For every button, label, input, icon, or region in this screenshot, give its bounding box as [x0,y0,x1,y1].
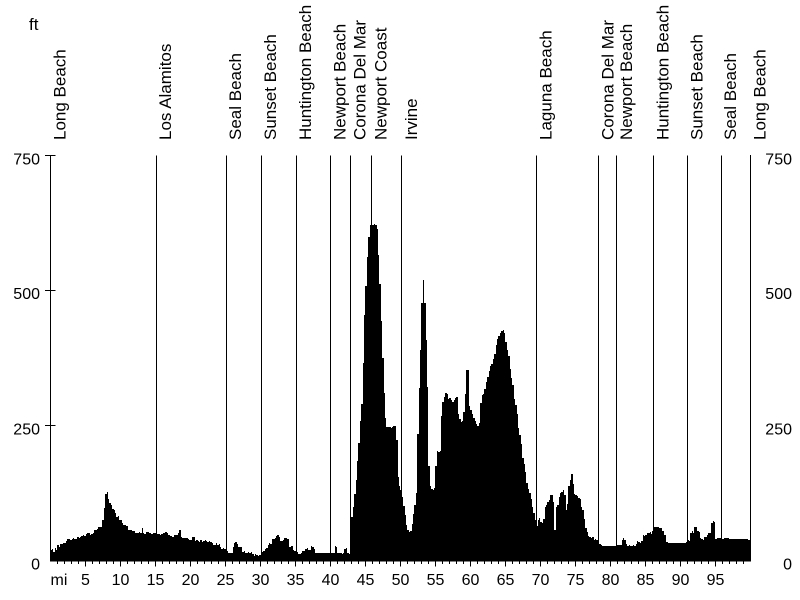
svg-text:Corona Del Mar: Corona Del Mar [350,20,369,140]
svg-text:5: 5 [81,572,90,589]
svg-text:Los Alamitos: Los Alamitos [156,44,175,140]
svg-text:250: 250 [13,422,40,439]
svg-text:90: 90 [672,572,690,589]
svg-text:mi: mi [51,572,68,589]
svg-text:Newport Beach: Newport Beach [331,24,350,140]
svg-text:70: 70 [532,572,550,589]
svg-text:Huntington Beach: Huntington Beach [296,5,315,140]
svg-text:75: 75 [567,572,585,589]
svg-text:20: 20 [182,572,200,589]
svg-text:60: 60 [462,572,480,589]
svg-text:80: 80 [602,572,620,589]
svg-text:750: 750 [765,152,792,169]
svg-text:50: 50 [392,572,410,589]
svg-text:10: 10 [112,572,130,589]
svg-text:Newport Beach: Newport Beach [617,24,636,140]
svg-text:15: 15 [147,572,165,589]
svg-text:750: 750 [13,152,40,169]
svg-text:Long Beach: Long Beach [51,49,70,140]
svg-text:85: 85 [637,572,655,589]
svg-text:0: 0 [783,557,792,574]
svg-text:500: 500 [765,286,792,303]
svg-text:35: 35 [287,572,305,589]
svg-text:65: 65 [497,572,515,589]
svg-text:Irvine: Irvine [402,98,421,140]
svg-text:55: 55 [427,572,445,589]
svg-text:40: 40 [322,572,340,589]
svg-text:Seal Beach: Seal Beach [226,53,245,140]
svg-text:Newport Coast: Newport Coast [371,27,390,140]
svg-text:250: 250 [765,422,792,439]
svg-text:95: 95 [707,572,725,589]
svg-text:Huntington Beach: Huntington Beach [654,5,673,140]
svg-text:30: 30 [252,572,270,589]
svg-text:Laguna Beach: Laguna Beach [536,30,555,140]
svg-text:Seal Beach: Seal Beach [721,53,740,140]
svg-text:500: 500 [13,286,40,303]
svg-text:0: 0 [31,557,40,574]
svg-text:Sunset Beach: Sunset Beach [688,34,707,140]
svg-text:Corona Del Mar: Corona Del Mar [598,20,617,140]
svg-text:Sunset Beach: Sunset Beach [261,34,280,140]
svg-text:Long Beach: Long Beach [751,49,770,140]
svg-text:25: 25 [217,572,235,589]
svg-text:ft: ft [29,15,39,34]
svg-text:45: 45 [357,572,375,589]
